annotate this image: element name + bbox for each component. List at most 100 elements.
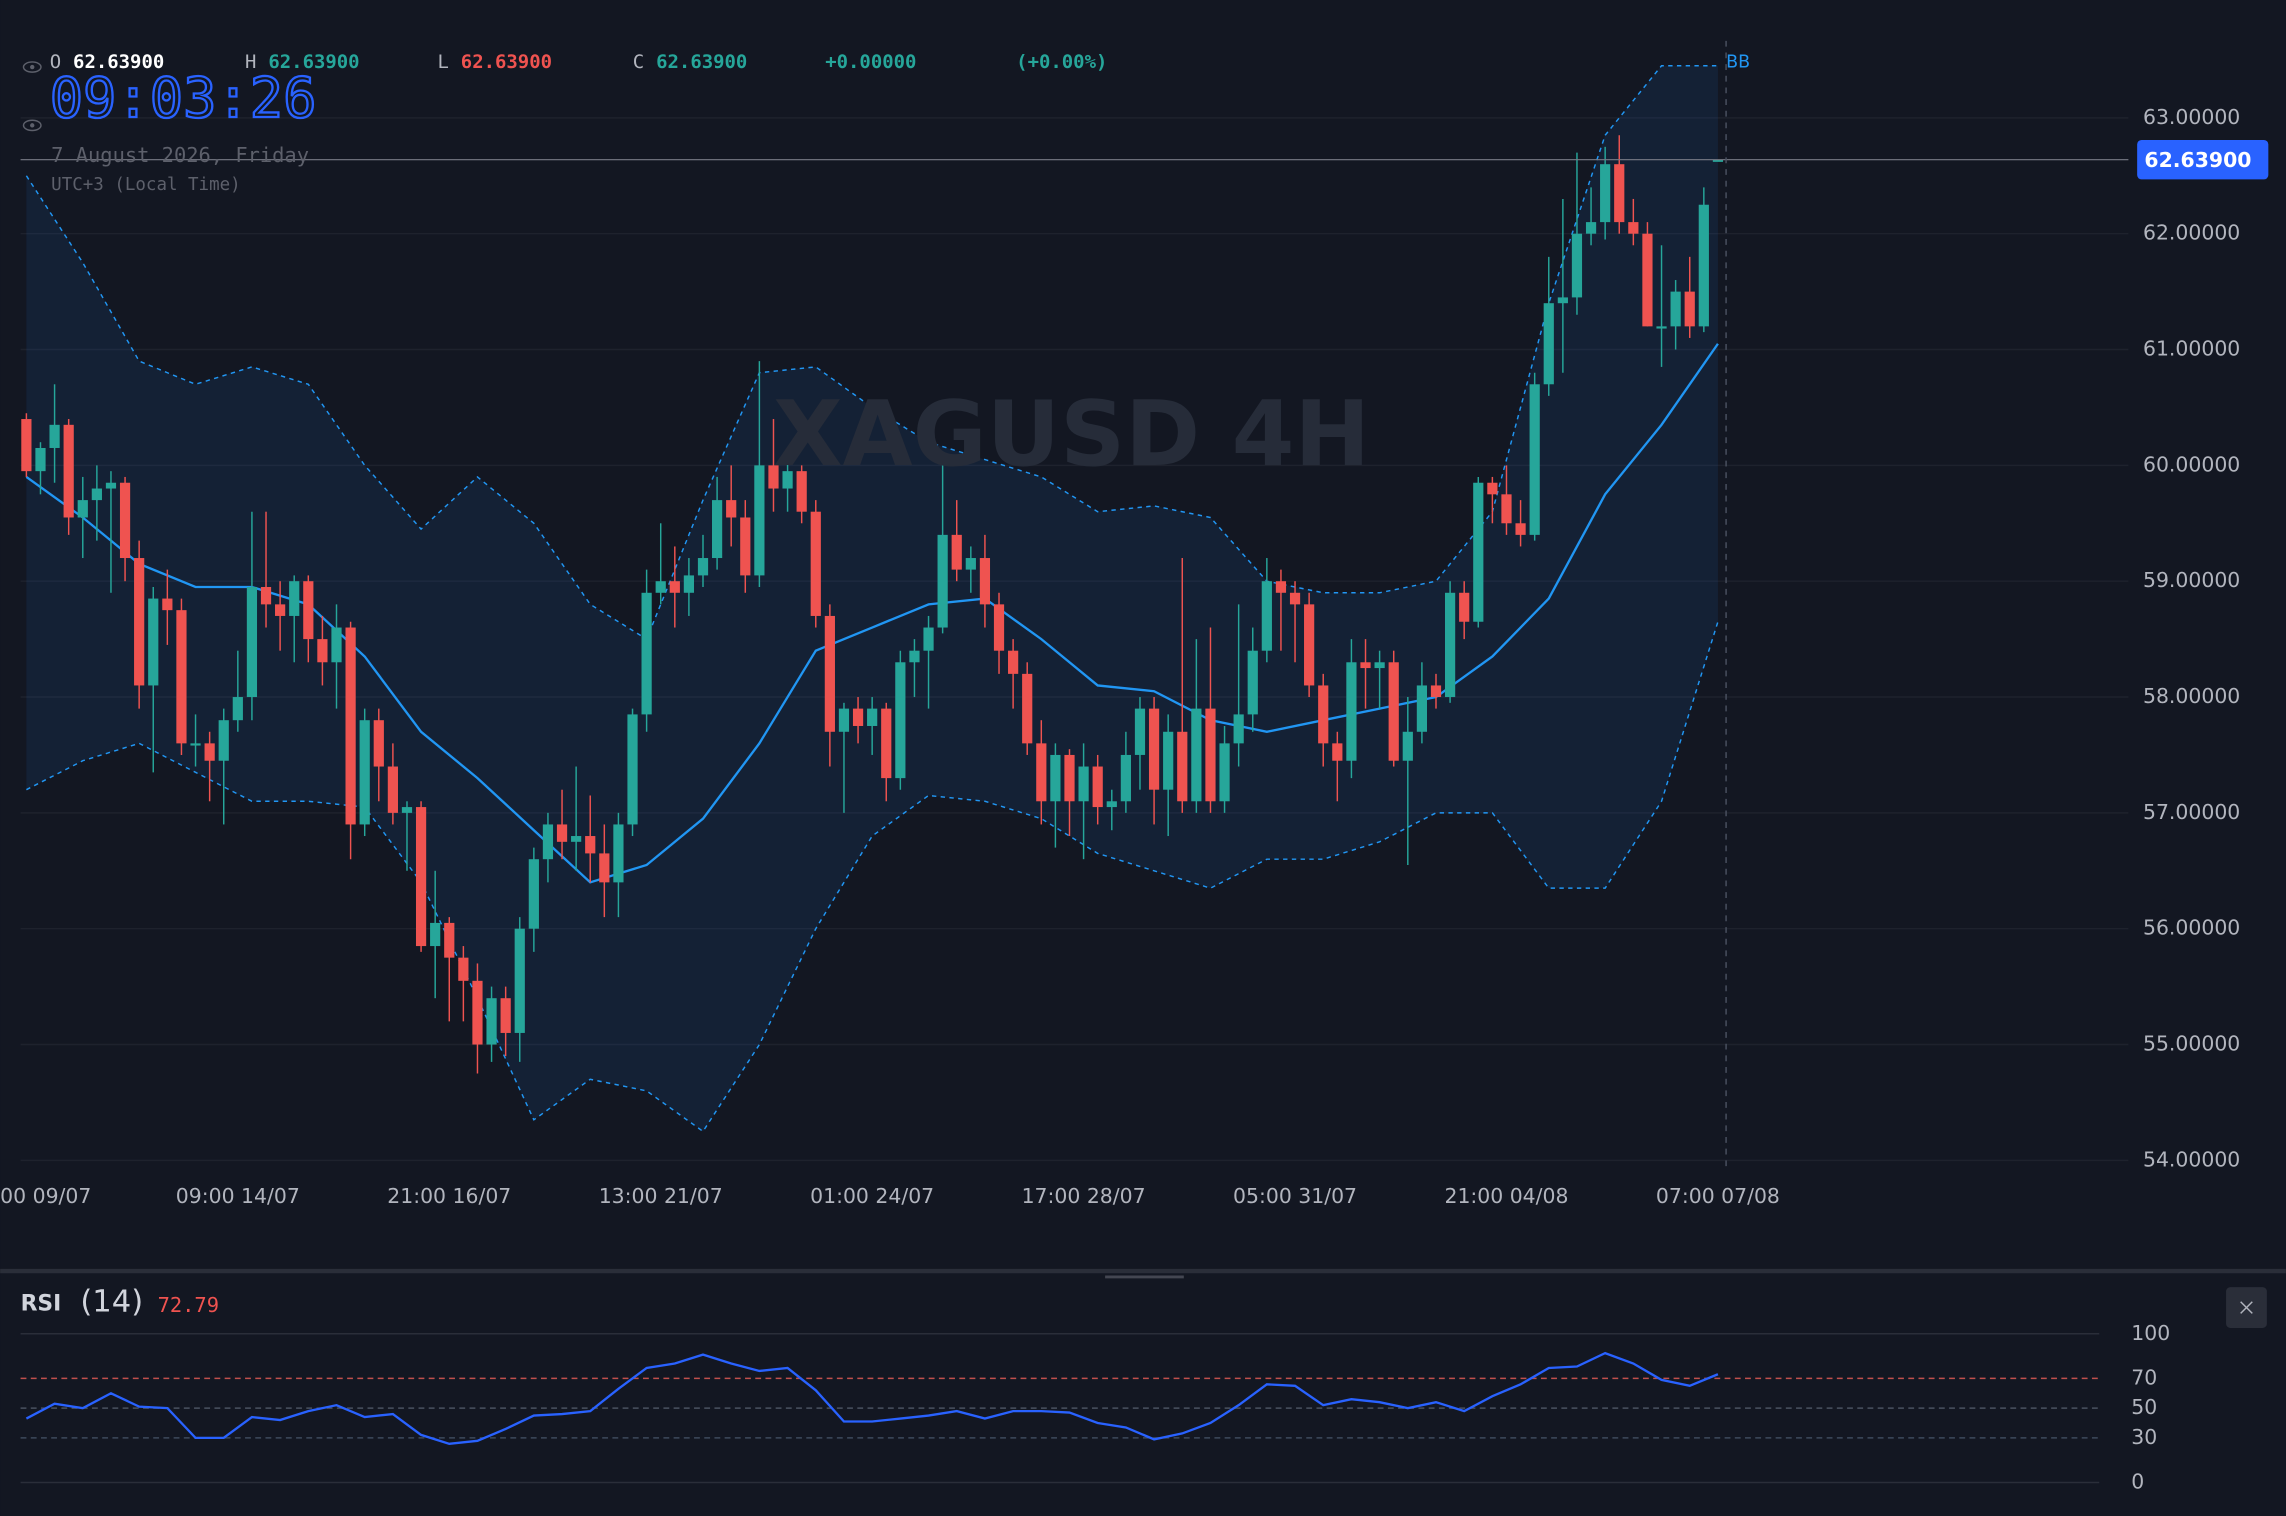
candle-body xyxy=(1543,303,1554,385)
candle-body xyxy=(119,482,131,559)
rsi-tick-label: 100 xyxy=(2131,1321,2170,1345)
candle-body xyxy=(641,592,652,715)
candle-body xyxy=(472,980,483,1045)
candle-body xyxy=(359,720,370,825)
ohlc-value: 62.63900 xyxy=(656,51,747,73)
candle-body xyxy=(331,627,342,663)
candle-body xyxy=(1318,685,1329,744)
candle-body xyxy=(204,743,215,761)
candle-body xyxy=(415,807,427,947)
eye-icon[interactable] xyxy=(22,61,42,73)
x-tick-label: 05:00 31/07 xyxy=(1233,1184,1357,1208)
eye-icon[interactable] xyxy=(22,119,42,132)
candle-body xyxy=(1712,159,1724,162)
candle-body xyxy=(444,922,455,958)
rsi-tick-label: 30 xyxy=(2131,1425,2157,1449)
y-tick-label: 57.00000 xyxy=(2143,800,2240,824)
candle-body xyxy=(514,928,525,1033)
y-tick-label: 59.00000 xyxy=(2143,568,2240,592)
candle-body xyxy=(1064,754,1075,802)
candle-body xyxy=(246,586,258,698)
y-tick-label: 58.00000 xyxy=(2143,684,2240,708)
candle-body xyxy=(218,720,229,761)
candle-body xyxy=(317,639,328,663)
y-tick-label: 54.00000 xyxy=(2143,1147,2240,1171)
candle-body xyxy=(1487,482,1498,495)
candle-body xyxy=(1571,233,1583,298)
candle-body xyxy=(275,604,286,616)
candle-body xyxy=(35,447,46,472)
bb-upper xyxy=(25,65,1718,641)
candle-body xyxy=(1529,384,1540,535)
candle-body xyxy=(1177,731,1188,802)
candle-body xyxy=(951,534,962,570)
candle-body xyxy=(1219,743,1230,802)
close-button[interactable] xyxy=(2226,1287,2267,1328)
ohlc-key: L xyxy=(437,51,448,73)
candle-body xyxy=(1022,673,1033,744)
candle-body xyxy=(148,598,159,686)
candle-body xyxy=(711,500,723,559)
candle-body xyxy=(1205,708,1216,802)
candle-body xyxy=(77,500,88,518)
candle-body xyxy=(1473,482,1484,622)
candle-body xyxy=(1078,766,1089,802)
rsi-tick-label: 50 xyxy=(2131,1395,2157,1419)
candle-body xyxy=(1008,650,1019,674)
y-tick-label: 55.00000 xyxy=(2143,1032,2240,1056)
candle-body xyxy=(655,581,666,593)
candle-body xyxy=(1036,743,1047,802)
candle-body xyxy=(852,708,864,726)
x-tick-label: 07:00 07/08 xyxy=(1656,1184,1780,1208)
ohlc-value: 62.63900 xyxy=(268,51,359,73)
rsi-value: 72.79 xyxy=(158,1293,219,1317)
candle-body xyxy=(895,662,906,779)
candle-body xyxy=(1134,708,1146,755)
price-tag-label: 62.63900 xyxy=(2144,148,2251,172)
candle-body xyxy=(1459,592,1470,622)
y-tick-label: 62.00000 xyxy=(2143,221,2240,245)
price-tag xyxy=(2137,140,2269,180)
candle-body xyxy=(726,500,737,518)
candle-body xyxy=(556,824,568,842)
rsi-tick-label: 70 xyxy=(2131,1365,2157,1389)
rsi-tick-label: 0 xyxy=(2131,1469,2144,1493)
candle-body xyxy=(134,558,145,686)
plot-layer: 54.00000 55.00000 56.00000 57.00000 58.00000… xyxy=(0,65,2269,1493)
candle-body xyxy=(867,708,878,726)
candle-body xyxy=(63,424,74,518)
candle-body xyxy=(1374,662,1385,669)
candle-body xyxy=(754,465,765,576)
candle-body xyxy=(1585,222,1597,234)
band-fill xyxy=(26,65,1718,1132)
candle-body xyxy=(345,627,356,825)
candle-body xyxy=(500,998,511,1033)
candle-body xyxy=(1346,662,1357,761)
candle-body xyxy=(1628,222,1639,234)
change: +0.00000 xyxy=(825,51,916,73)
candle-body xyxy=(1600,164,1611,223)
candle-body xyxy=(542,824,554,860)
candle-body xyxy=(810,511,821,616)
candle-body xyxy=(571,836,582,842)
candle-body xyxy=(824,615,835,732)
clock: 09:03:26 xyxy=(50,67,317,131)
candle-body xyxy=(1233,714,1244,744)
candle-body xyxy=(881,708,892,779)
candle-body xyxy=(937,534,948,628)
ohlc-value: 62.63900 xyxy=(461,51,552,73)
candle-body xyxy=(1261,581,1272,651)
y-tick-label: 63.00000 xyxy=(2143,105,2240,129)
candle-body xyxy=(486,998,497,1045)
indicator-label: BB xyxy=(1726,53,1750,73)
candle-body xyxy=(1642,233,1653,327)
ohlc-value: 62.63900 xyxy=(73,51,164,73)
candle-body xyxy=(190,743,201,746)
candle-body xyxy=(909,650,920,663)
candle-body xyxy=(430,922,441,947)
x-tick-label: 00 09/07 xyxy=(0,1184,91,1208)
candle-body xyxy=(105,482,117,489)
candle-body xyxy=(387,766,398,813)
candle-body xyxy=(993,604,1005,651)
